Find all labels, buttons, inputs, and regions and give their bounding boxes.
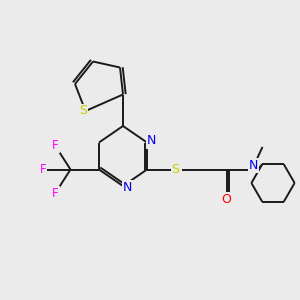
Text: S: S	[172, 163, 179, 176]
Text: F: F	[40, 163, 46, 176]
Text: O: O	[222, 193, 231, 206]
Text: N: N	[147, 134, 156, 148]
Text: F: F	[52, 187, 59, 200]
Text: S: S	[79, 104, 87, 118]
Text: F: F	[52, 139, 59, 152]
Text: N: N	[249, 159, 258, 172]
Text: N: N	[123, 181, 132, 194]
